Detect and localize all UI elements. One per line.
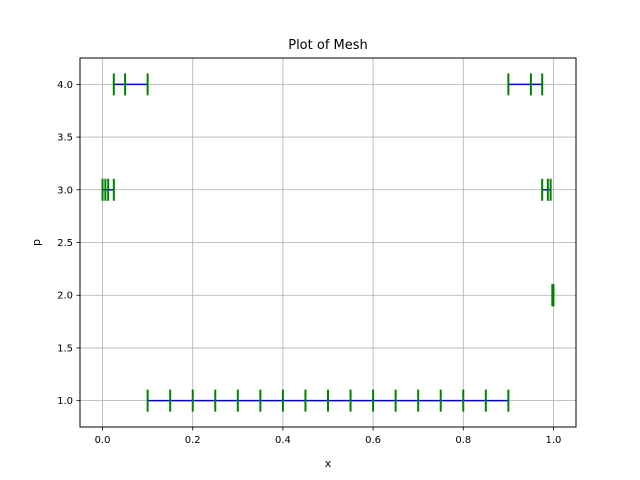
mesh-segment-3	[541, 178, 552, 201]
x-tick-label: 0.6	[365, 435, 381, 446]
y-tick-label: 1.5	[57, 343, 73, 354]
x-tick-label: 0.2	[185, 435, 201, 446]
y-tick-label: 4.0	[57, 80, 73, 91]
y-tick-label: 3.5	[57, 133, 73, 144]
mesh-series	[101, 73, 555, 412]
y-axis: 1.0 1.5 2.0 2.5 3.0 3.5 4.0	[57, 80, 80, 407]
mesh-segment-0	[146, 389, 510, 412]
x-tick-label: 0.8	[455, 435, 471, 446]
mesh-segment-4	[112, 73, 149, 96]
chart-title: Plot of Mesh	[288, 38, 368, 53]
x-tick-label: 0.0	[95, 435, 111, 446]
y-tick-label: 2.0	[57, 291, 73, 302]
mesh-segment-1	[551, 284, 555, 307]
y-axis-label: p	[30, 239, 43, 246]
x-axis: 0.0 0.2 0.4 0.6 0.8 1.0	[95, 427, 562, 446]
y-tick-label: 3.0	[57, 185, 73, 196]
mesh-segment-5	[507, 73, 544, 96]
x-tick-label: 0.4	[275, 435, 291, 446]
x-axis-label: x	[325, 457, 332, 470]
mesh-segment-2	[101, 178, 115, 201]
grid-lines	[80, 58, 576, 427]
x-tick-label: 1.0	[546, 435, 562, 446]
y-tick-label: 2.5	[57, 238, 73, 249]
y-tick-label: 1.0	[57, 396, 73, 407]
